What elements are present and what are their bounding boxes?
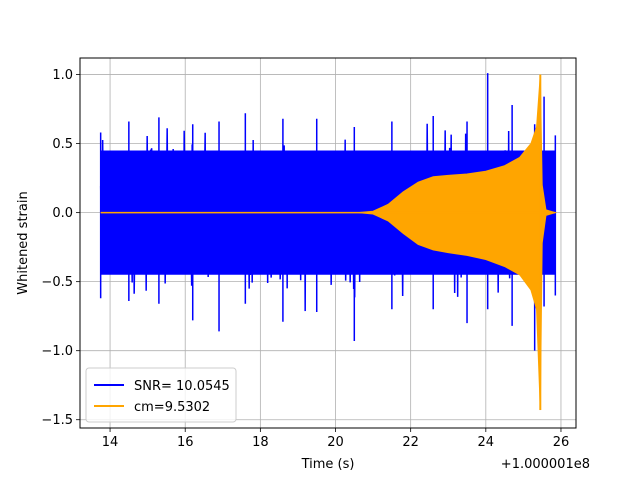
- x-tick-label: 26: [553, 435, 570, 450]
- x-tick-label: 20: [327, 435, 344, 450]
- axis-ticks: 14 16 18 20 22 24 26 −1.5 −1.0 −0.5 0.0 0.5 1.0: [41, 68, 569, 450]
- y-tick-label: 1.0: [52, 68, 73, 83]
- y-tick-label: −1.0: [41, 344, 73, 359]
- x-tick-label: 18: [252, 435, 269, 450]
- y-tick-label: 0.5: [52, 137, 73, 152]
- legend-entry-snr: SNR= 10.0545: [134, 379, 230, 394]
- x-axis-label: Time (s): [301, 457, 355, 472]
- x-tick-label: 24: [478, 435, 495, 450]
- legend: SNR= 10.0545 cm=9.5302: [85, 367, 237, 423]
- y-tick-label: −1.5: [41, 413, 73, 428]
- x-tick-label: 14: [102, 435, 119, 450]
- x-tick-label: 22: [402, 435, 419, 450]
- legend-entry-cm: cm=9.5302: [134, 400, 210, 415]
- y-axis-label: Whitened strain: [16, 191, 31, 294]
- plot-series: [99, 73, 558, 411]
- x-axis-offset-label: +1.000001e8: [501, 457, 590, 472]
- axes-frame: [79, 57, 577, 429]
- y-tick-label: −0.5: [41, 275, 73, 290]
- y-tick-label: 0.0: [52, 206, 73, 221]
- legend-box: [85, 367, 237, 423]
- x-tick-label: 16: [177, 435, 194, 450]
